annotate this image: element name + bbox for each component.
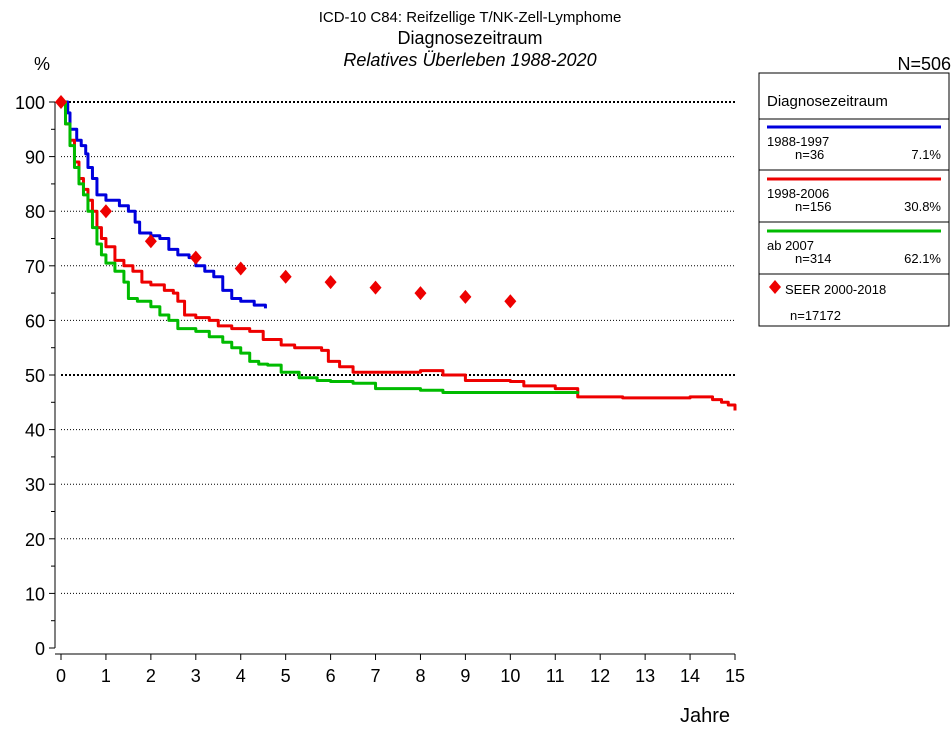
legend-label: 1988-1997 [767,134,829,149]
legend-box [758,72,950,327]
seer-data-point [144,234,157,249]
x-tick-label: 4 [236,666,246,686]
y-tick-label: 50 [25,366,45,386]
seer-data-point [459,289,472,304]
grid-lines [61,101,735,594]
legend-seer-n: n=17172 [790,308,841,323]
x-tick-labels: 0 1 2 3 4 5 6 7 8 9 10 11 12 13 14 15 [56,666,745,686]
y-tick-labels: 0 10 20 30 40 50 60 70 80 90 100 [15,93,45,659]
y-tick-label: 70 [25,257,45,277]
x-tick-label: 2 [146,666,156,686]
n-total-label: N=506 [897,54,951,74]
x-tick-label: 13 [635,666,655,686]
legend-label: 1998-2006 [767,186,829,201]
legend-n: n=314 [795,251,832,266]
seer-data-point [55,95,67,109]
seer-data-point [189,250,202,265]
chart-titles: ICD-10 C84: Reifzellige T/NK-Zell-Lympho… [34,9,951,727]
legend-pct: 7.1% [911,147,941,162]
legend-title: Diagnosezeitraum [767,93,888,110]
x-tick-label: 12 [590,666,610,686]
x-tick-label: 14 [680,666,700,686]
seer-markers [55,95,517,309]
y-tick-label: 20 [25,530,45,550]
x-tick-label: 6 [326,666,336,686]
legend-n: n=156 [795,199,832,214]
series-lines [61,100,737,411]
y-tick-label: 40 [25,421,45,441]
legend-n: n=36 [795,147,824,162]
legend-label: ab 2007 [767,238,814,253]
seer-data-point [324,275,337,290]
x-tick-label: 10 [500,666,520,686]
y-tick-label: 100 [15,93,45,113]
y-tick-label: 0 [35,639,45,659]
seer-data-point [279,269,292,284]
y-tick-label: 60 [25,311,45,331]
seer-data-point [234,261,247,276]
legend-seer-label: SEER 2000-2018 [785,282,886,297]
series-line-ab 2007 [61,100,580,394]
x-unit-label: Jahre [680,705,730,727]
x-tick-label: 0 [56,666,66,686]
x-tick-label: 3 [191,666,201,686]
seer-data-point [414,286,427,301]
seer-legend-diamond-icon [769,280,781,294]
seer-data-point [369,280,382,295]
y-tick-label: 90 [25,148,45,168]
axes [49,101,736,660]
series-line-1998-2006 [61,100,737,411]
x-tick-label: 11 [546,666,565,686]
x-tick-label: 7 [371,666,381,686]
chart-subtitle-italic: Relatives Überleben 1988-2020 [343,50,596,70]
y-tick-label: 30 [25,475,45,495]
chart-title: ICD-10 C84: Reifzellige T/NK-Zell-Lympho… [319,9,622,26]
chart-subtitle: Diagnosezeitraum [397,28,542,48]
y-tick-label: 80 [25,202,45,222]
seer-data-point [99,204,112,219]
y-tick-label: 10 [25,584,45,604]
x-tick-label: 5 [281,666,291,686]
legend-pct: 30.8% [904,199,941,214]
x-tick-label: 8 [415,666,425,686]
x-tick-label: 1 [101,666,111,686]
legend-pct: 62.1% [904,251,941,266]
x-tick-label: 15 [725,666,745,686]
x-tick-label: 9 [460,666,470,686]
y-unit-label: % [34,54,50,74]
seer-data-point [504,294,517,309]
series-line-1988-1997 [61,100,267,309]
